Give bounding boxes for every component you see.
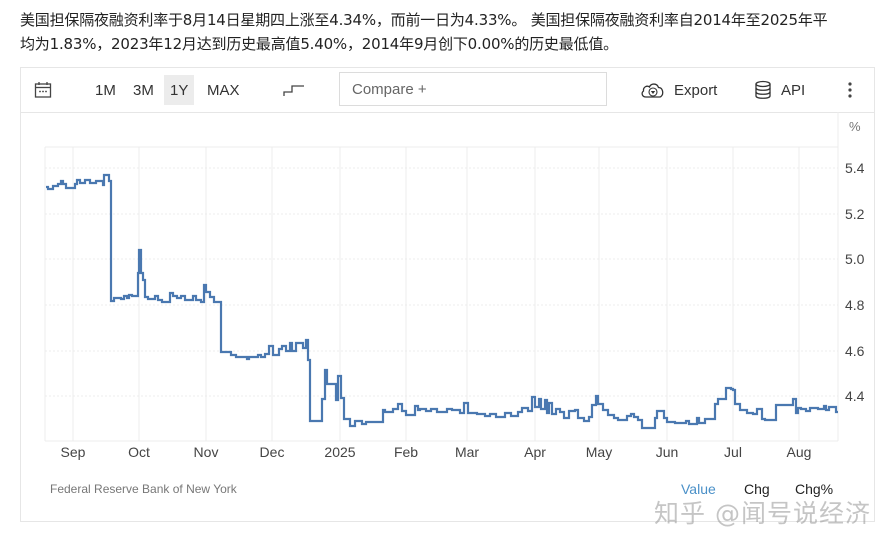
export-label: Export — [674, 81, 718, 99]
summary-text: 美国担保隔夜融资利率于8月14日星期四上涨至4.34%，而前一日为4.33%。 … — [20, 8, 890, 56]
x-tick: Dec — [259, 444, 285, 460]
api-button[interactable]: API — [754, 68, 805, 112]
legend-value-tab[interactable]: Value — [681, 481, 716, 497]
date-range-picker-button[interactable] — [33, 68, 53, 112]
x-tick: Mar — [454, 444, 480, 460]
x-tick: Nov — [193, 444, 219, 460]
y-tick: 4.4 — [845, 388, 865, 404]
y-tick: 5.0 — [845, 251, 865, 267]
legend-chg-pct-tab[interactable]: Chg% — [795, 481, 834, 497]
range-1m-button[interactable]: 1M — [95, 81, 116, 99]
y-tick: 4.6 — [845, 343, 865, 359]
summary-line-2: 均为1.83%，2023年12月达到历史最高值5.40%，2014年9月创下0.… — [20, 35, 618, 53]
compare-placeholder: Compare + — [352, 80, 427, 98]
x-tick: Feb — [393, 444, 419, 460]
data-source: Federal Reserve Bank of New York — [50, 482, 237, 496]
x-tick: Apr — [524, 444, 546, 460]
step-line-icon — [283, 85, 304, 96]
range-max-button[interactable]: MAX — [207, 81, 240, 99]
compare-input[interactable]: Compare + — [339, 72, 607, 106]
x-tick: Oct — [128, 444, 150, 460]
grid-lines — [44, 112, 839, 442]
database-icon — [755, 80, 771, 99]
legend-chg-tab[interactable]: Chg — [744, 481, 770, 497]
x-tick: Aug — [786, 444, 812, 460]
calendar-icon — [34, 82, 52, 98]
y-tick: 5.4 — [845, 160, 865, 176]
y-tick: 5.2 — [845, 206, 865, 222]
chart-toolbar: 1M 3M 1Y MAX Compare + Export — [21, 68, 874, 113]
cloud-download-icon — [641, 83, 664, 98]
x-tick: Jun — [655, 444, 679, 460]
y-axis-unit: % — [849, 119, 861, 134]
api-label: API — [781, 81, 806, 99]
summary-line-1: 美国担保隔夜融资利率于8月14日星期四上涨至4.34%，而前一日为4.33%。 … — [20, 11, 828, 29]
series-line-value[interactable] — [46, 173, 838, 430]
x-tick: Sep — [60, 444, 86, 460]
export-button[interactable]: Export — [640, 68, 717, 112]
x-tick: May — [585, 444, 613, 460]
x-tick: 2025 — [324, 444, 356, 460]
chart-type-button[interactable] — [283, 68, 305, 112]
chart-panel: 1M 3M 1Y MAX Compare + Export — [20, 67, 875, 522]
more-options-button[interactable] — [847, 68, 853, 112]
y-tick: 4.8 — [845, 297, 865, 313]
x-tick: Jul — [724, 444, 742, 460]
watermark: 知乎 @闻号说经济 — [654, 499, 871, 528]
range-1y-button[interactable]: 1Y — [164, 75, 195, 105]
range-3m-button[interactable]: 3M — [133, 81, 154, 99]
more-vertical-icon — [848, 82, 852, 98]
